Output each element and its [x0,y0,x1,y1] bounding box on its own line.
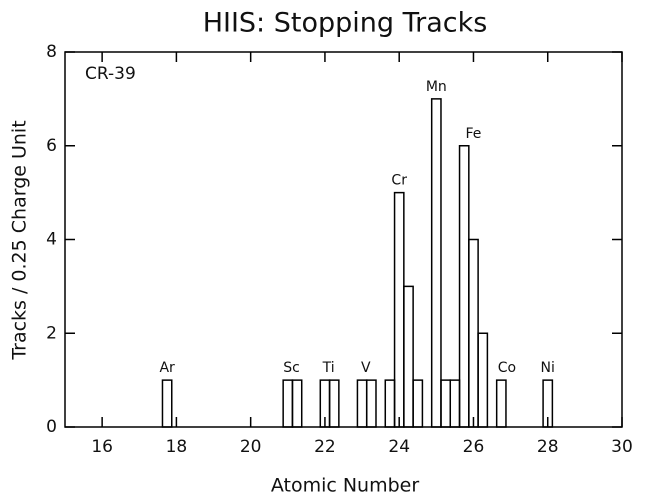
histogram-bar [477,332,489,428]
histogram-bar [542,379,554,428]
y-axis-label: Tracks / 0.25 Charge Unit [9,120,31,360]
chart-title: HIIS: Stopping Tracks [203,8,488,39]
x-axis-label: Atomic Number [271,475,420,497]
x-tick-label: 26 [463,437,485,457]
histogram-bar [430,98,442,428]
x-tick-label: 20 [240,437,262,457]
histogram-bar [291,379,303,428]
element-label: Mn [426,79,447,95]
histogram-bar [393,191,405,428]
x-tick-label: 16 [91,437,113,457]
x-tick-label: 18 [166,437,188,457]
histogram-bar [365,379,377,428]
plot-frame [64,51,623,428]
y-tick-label: 0 [46,417,57,437]
x-tick-label: 28 [537,437,559,457]
histogram-bar [412,379,424,428]
inset-label: CR-39 [85,64,136,84]
histogram-bar [403,285,414,428]
element-label: Fe [466,126,482,142]
y-tick-label: 4 [46,230,57,250]
histogram-bar [328,379,340,428]
histogram-bar [495,379,507,428]
element-label: Sc [283,360,300,376]
element-label: Co [498,360,516,376]
histogram-bar [384,379,396,428]
histogram-bar [468,238,479,428]
x-tick-label: 22 [314,437,336,457]
histogram-bar [282,379,294,428]
histogram-bar [356,379,368,428]
element-label: Ti [322,360,335,376]
histogram-bar [161,379,173,428]
element-label: Ar [159,360,175,376]
element-label: Cr [391,173,407,189]
y-tick-label: 2 [46,323,57,343]
element-label: V [361,360,371,376]
x-tick-label: 24 [388,437,410,457]
element-label: Ni [541,360,555,376]
x-tick-label: 30 [611,437,633,457]
y-tick-label: 8 [46,42,57,62]
histogram-bar [449,379,461,428]
histogram-bar [458,145,470,428]
histogram-bar [440,379,452,428]
y-tick-label: 6 [46,136,57,156]
